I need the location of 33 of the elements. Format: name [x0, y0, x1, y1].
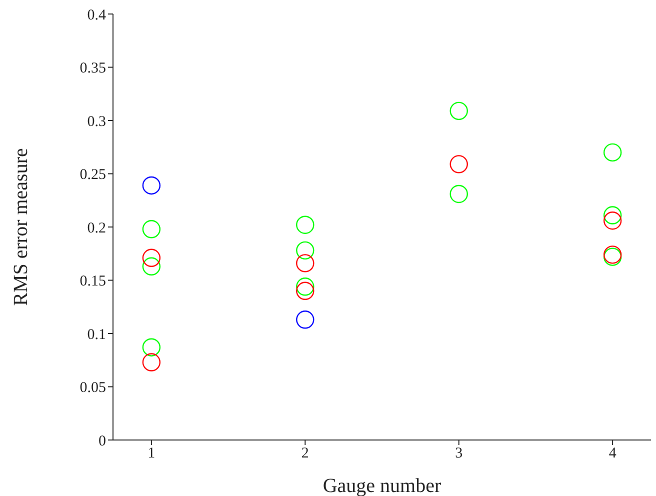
- point: [450, 155, 468, 174]
- x-tick-label: 2: [301, 446, 309, 462]
- x-tick-label: 3: [455, 446, 463, 462]
- point: [142, 257, 161, 276]
- point: [296, 241, 314, 260]
- y-tick-label: 0: [98, 433, 106, 450]
- point: [142, 248, 161, 267]
- point: [450, 102, 468, 120]
- x-tick-label: 1: [148, 446, 156, 462]
- point: [603, 206, 622, 224]
- point: [603, 212, 622, 230]
- y-tick-label: 0.2: [87, 220, 106, 236]
- y-tick-label: 0.05: [80, 380, 106, 396]
- point: [142, 353, 161, 372]
- point: [142, 220, 161, 238]
- y-tick-label: 0.35: [80, 60, 106, 77]
- point: [296, 310, 314, 329]
- point: [296, 216, 314, 234]
- y-tick-label: 0.1: [87, 326, 106, 343]
- point: [450, 184, 468, 204]
- y-tick-label: 0.25: [80, 167, 106, 184]
- x-tick-label: 4: [608, 446, 617, 462]
- point: [603, 143, 622, 162]
- point: [142, 338, 161, 356]
- point: [296, 278, 314, 296]
- y-tick-label: 0.4: [87, 7, 106, 24]
- point: [142, 176, 161, 195]
- y-axis-title: RMS error measure: [10, 148, 32, 306]
- y-tick-label: 0.3: [87, 114, 106, 130]
- point: [296, 254, 314, 272]
- y-tick-label: 0.15: [80, 274, 106, 290]
- x-axis-title: Gauge number: [322, 475, 442, 496]
- point: [296, 282, 314, 300]
